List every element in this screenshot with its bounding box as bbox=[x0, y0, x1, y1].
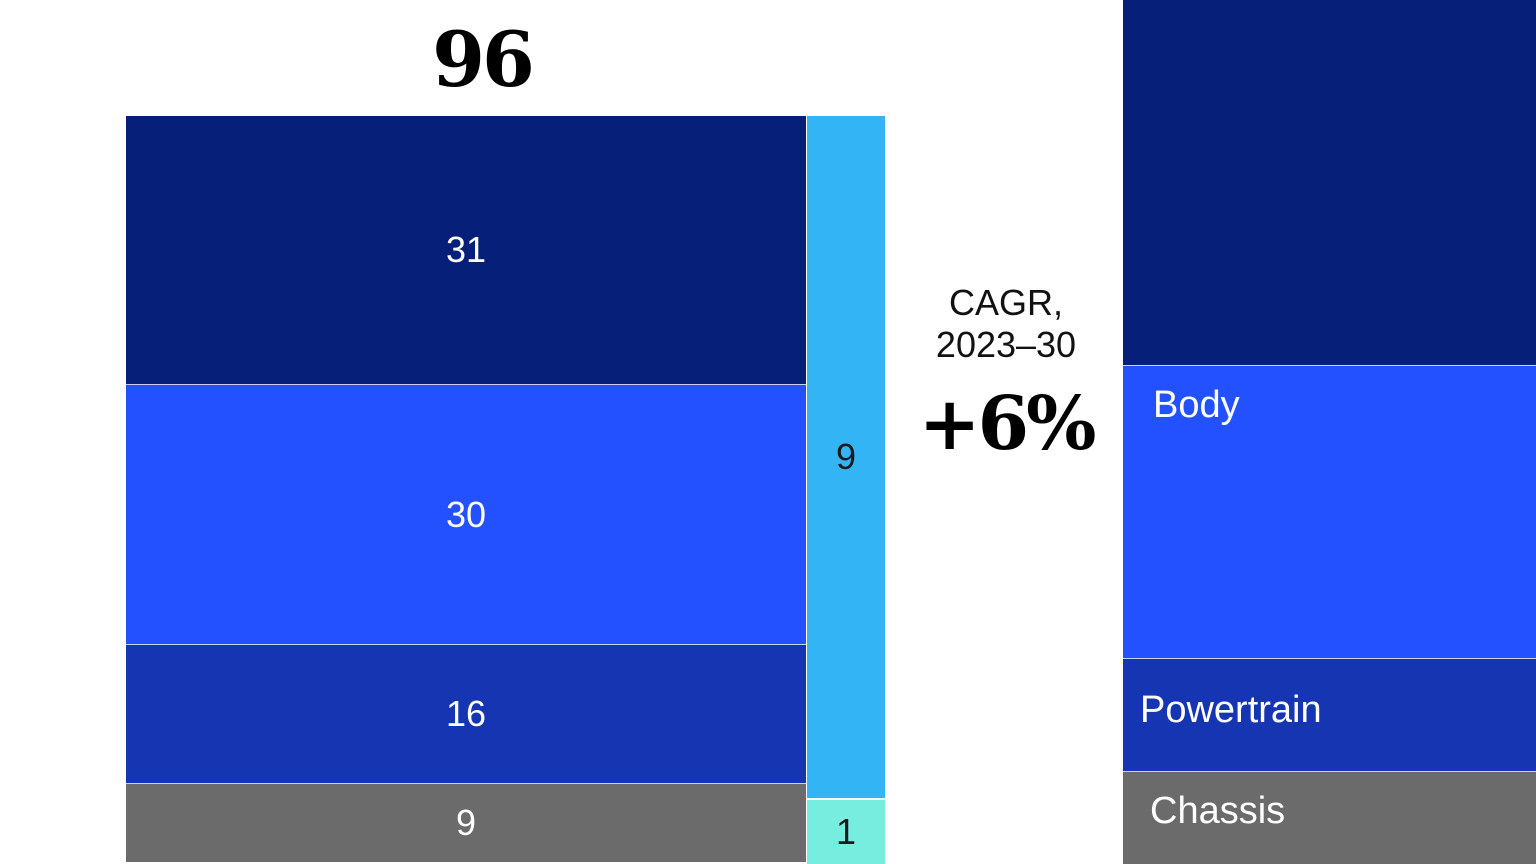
legend-label: Body bbox=[1153, 384, 1240, 426]
bar-segment-chassis: 9 bbox=[126, 784, 806, 862]
legend-block-powertrain: Powertrain bbox=[1123, 659, 1536, 772]
cagr-value: +6% bbox=[918, 381, 1097, 467]
legend-label: Chassis bbox=[1150, 790, 1286, 832]
legend-block-top bbox=[1123, 0, 1536, 366]
cagr-label-line1: CAGR, bbox=[948, 282, 1063, 323]
side-segment-label: 1 bbox=[835, 811, 857, 852]
bar-segment-label: 9 bbox=[455, 802, 477, 843]
side-segment-1: 1 bbox=[807, 800, 885, 864]
side-segment-label: 9 bbox=[835, 436, 857, 477]
bar-segment-label: 30 bbox=[445, 493, 487, 535]
legend-block-chassis: Chassis bbox=[1123, 772, 1536, 864]
cagr-label: CAGR, 2023–30 bbox=[906, 282, 1106, 366]
legend-label: Powertrain bbox=[1140, 689, 1322, 731]
cagr-label-line2: 2023–30 bbox=[935, 324, 1077, 365]
bar-segment-top: 31 bbox=[126, 116, 806, 385]
legend-block-body: Body bbox=[1123, 366, 1536, 659]
bar-segment-powertrain: 16 bbox=[126, 645, 806, 784]
bar-segment-label: 31 bbox=[445, 229, 487, 270]
bar-segment-body: 30 bbox=[126, 385, 806, 645]
side-segment-0: 9 bbox=[807, 116, 885, 800]
bar-segment-label: 16 bbox=[445, 693, 487, 734]
total-value: 96 bbox=[432, 15, 535, 104]
